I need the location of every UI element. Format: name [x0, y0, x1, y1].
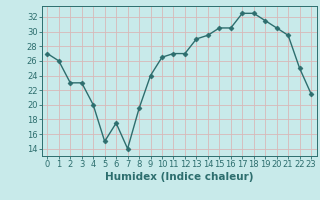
X-axis label: Humidex (Indice chaleur): Humidex (Indice chaleur): [105, 172, 253, 182]
